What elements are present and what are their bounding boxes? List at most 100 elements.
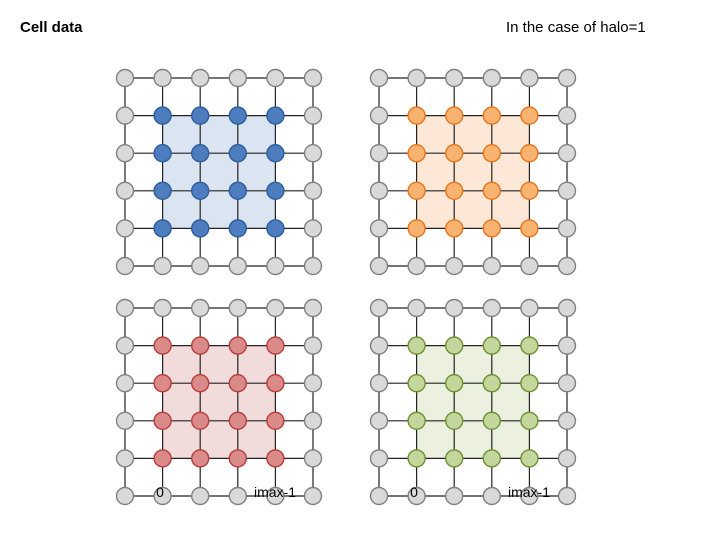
halo-cell-node bbox=[369, 219, 389, 238]
interior-cell-node bbox=[520, 449, 539, 468]
interior-cell-node bbox=[153, 336, 172, 355]
halo-cell-node bbox=[369, 374, 389, 393]
halo-cell-node bbox=[369, 143, 389, 163]
halo-cell-node bbox=[115, 411, 135, 430]
halo-cell-node bbox=[266, 486, 285, 506]
interior-cell-node bbox=[482, 336, 501, 355]
interior-cell-node bbox=[266, 106, 285, 125]
halo-cell-node bbox=[482, 256, 501, 276]
interior-cell-node bbox=[153, 449, 172, 468]
halo-cell-node bbox=[557, 411, 577, 430]
halo-cell-node bbox=[369, 411, 389, 430]
interior-cell-node bbox=[520, 374, 539, 393]
interior-cell-node bbox=[266, 374, 285, 393]
panel-green bbox=[369, 298, 577, 506]
interior-cell-node bbox=[190, 181, 210, 201]
halo-cell-node bbox=[557, 68, 577, 88]
panel-red bbox=[115, 298, 323, 506]
axis-label-end-left: imax-1 bbox=[254, 484, 296, 500]
interior-cell-node bbox=[190, 143, 210, 163]
halo-cell-node bbox=[303, 106, 323, 125]
halo-cell-node bbox=[153, 68, 172, 88]
halo-cell-node bbox=[369, 449, 389, 468]
halo-cell-node bbox=[445, 298, 464, 318]
interior-cell-node bbox=[482, 411, 501, 430]
halo-cell-node bbox=[266, 68, 285, 88]
halo-cell-node bbox=[115, 298, 135, 318]
interior-cell-node bbox=[407, 106, 426, 125]
halo-cell-node bbox=[557, 374, 577, 393]
halo-cell-node bbox=[303, 143, 323, 163]
halo-cell-node bbox=[190, 256, 210, 276]
halo-cell-node bbox=[153, 486, 172, 506]
halo-cell-node bbox=[482, 68, 501, 88]
interior-cell-node bbox=[520, 411, 539, 430]
halo-cell-node bbox=[115, 219, 135, 238]
halo-cell-node bbox=[303, 449, 323, 468]
interior-cell-node bbox=[228, 219, 248, 238]
interior-cell-node bbox=[520, 336, 539, 355]
interior-cell-node bbox=[153, 411, 172, 430]
axis-label-start-right: 0 bbox=[410, 484, 418, 500]
interior-cell-node bbox=[482, 181, 501, 201]
halo-cell-node bbox=[115, 181, 135, 201]
halo-cell-node bbox=[303, 374, 323, 393]
halo-cell-node bbox=[557, 219, 577, 238]
halo-cell-node bbox=[115, 374, 135, 393]
halo-cell-node bbox=[190, 68, 210, 88]
interior-cell-node bbox=[407, 143, 426, 163]
halo-cell-node bbox=[303, 336, 323, 355]
halo-cell-node bbox=[228, 68, 248, 88]
interior-cell-node bbox=[482, 374, 501, 393]
interior-cell-node bbox=[445, 411, 464, 430]
interior-region bbox=[416, 345, 530, 459]
halo-cell-node bbox=[369, 486, 389, 506]
halo-cell-node bbox=[228, 298, 248, 318]
halo-cell-node bbox=[228, 256, 248, 276]
interior-region bbox=[416, 115, 530, 229]
interior-cell-node bbox=[153, 374, 172, 393]
interior-cell-node bbox=[228, 143, 248, 163]
halo-cell-node bbox=[153, 256, 172, 276]
halo-cell-node bbox=[557, 336, 577, 355]
halo-cell-node bbox=[369, 336, 389, 355]
halo-cell-node bbox=[369, 298, 389, 318]
halo-cell-node bbox=[190, 486, 210, 506]
halo-cell-node bbox=[303, 256, 323, 276]
halo-cell-node bbox=[303, 486, 323, 506]
interior-cell-node bbox=[266, 449, 285, 468]
interior-cell-node bbox=[445, 181, 464, 201]
halo-cell-node bbox=[482, 298, 501, 318]
halo-cell-node bbox=[520, 256, 539, 276]
halo-cell-node bbox=[115, 449, 135, 468]
interior-cell-node bbox=[407, 219, 426, 238]
interior-cell-node bbox=[190, 449, 210, 468]
interior-region bbox=[162, 345, 276, 459]
halo-cell-node bbox=[115, 68, 135, 88]
halo-cell-node bbox=[303, 298, 323, 318]
interior-cell-node bbox=[407, 181, 426, 201]
halo-cell-node bbox=[266, 256, 285, 276]
interior-cell-node bbox=[520, 181, 539, 201]
halo-cell-node bbox=[369, 181, 389, 201]
halo-cell-node bbox=[557, 256, 577, 276]
halo-cell-node bbox=[303, 68, 323, 88]
halo-cell-node bbox=[557, 181, 577, 201]
interior-cell-node bbox=[190, 374, 210, 393]
interior-cell-node bbox=[190, 219, 210, 238]
halo-cell-node bbox=[520, 68, 539, 88]
interior-cell-node bbox=[445, 374, 464, 393]
interior-cell-node bbox=[520, 106, 539, 125]
halo-note: In the case of halo=1 bbox=[506, 19, 646, 36]
halo-cell-node bbox=[303, 411, 323, 430]
interior-cell-node bbox=[445, 449, 464, 468]
interior-cell-node bbox=[520, 219, 539, 238]
halo-cell-node bbox=[369, 256, 389, 276]
halo-cell-node bbox=[266, 298, 285, 318]
interior-cell-node bbox=[228, 449, 248, 468]
halo-cell-node bbox=[115, 106, 135, 125]
interior-cell-node bbox=[153, 181, 172, 201]
interior-cell-node bbox=[266, 181, 285, 201]
interior-cell-node bbox=[153, 219, 172, 238]
interior-cell-node bbox=[407, 411, 426, 430]
